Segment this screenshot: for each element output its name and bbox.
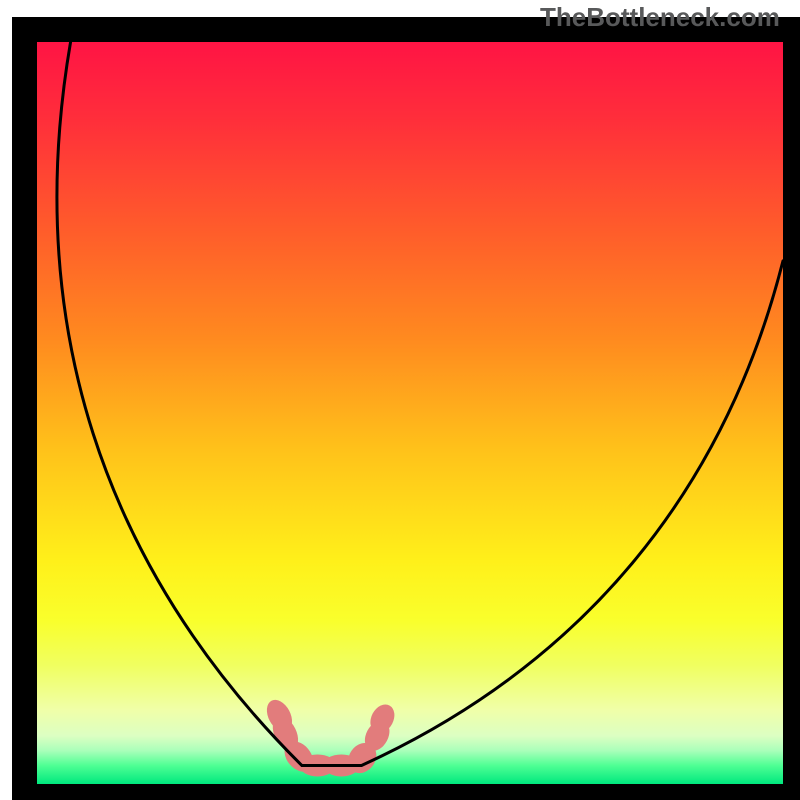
plot-background — [37, 42, 783, 784]
chart-svg — [0, 0, 800, 800]
watermark-text: TheBottleneck.com — [540, 2, 780, 33]
